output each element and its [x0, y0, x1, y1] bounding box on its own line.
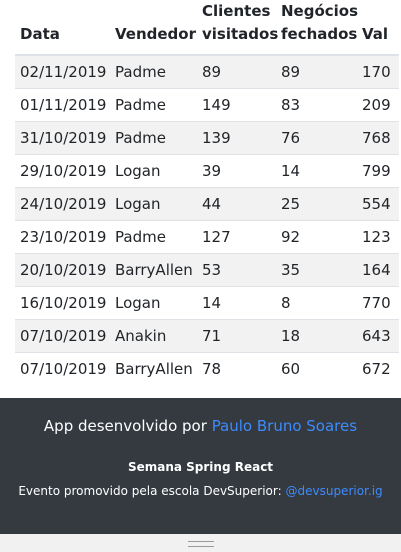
- column-header-seller: Vendedor: [110, 0, 197, 56]
- cell-deals: 76: [276, 120, 357, 154]
- cell-amount: 770: [357, 285, 401, 319]
- cell-deals: 25: [276, 186, 357, 220]
- cell-date: 01/11/2019: [15, 87, 110, 121]
- table-row: 16/10/2019 Logan 14 8 770: [15, 285, 401, 319]
- footer-credit-text: App desenvolvido por: [43, 417, 207, 435]
- cell-seller: BarryAllen: [110, 252, 197, 286]
- cell-seller: Logan: [110, 186, 197, 220]
- cell-deals: 60: [276, 351, 357, 385]
- footer-event-title: Semana Spring React: [127, 460, 274, 474]
- column-header-visited: Clientes visitados: [197, 0, 278, 56]
- cell-amount: 672: [357, 351, 401, 385]
- cell-visited: 71: [197, 318, 276, 352]
- cell-deals: 18: [276, 318, 357, 352]
- cell-date: 07/10/2019: [15, 318, 110, 352]
- table-row: 31/10/2019 Padme 139 76 768: [15, 120, 401, 154]
- cell-visited: 14: [197, 285, 276, 319]
- cell-visited: 127: [197, 219, 276, 253]
- author-link[interactable]: Paulo Bruno Soares: [211, 417, 358, 435]
- table-header-row: Data Vendedor Clientes visitados Negócios…: [15, 0, 401, 56]
- table-row: 02/11/2019 Padme 89 89 170: [15, 54, 401, 88]
- cell-seller: Padme: [110, 219, 197, 253]
- cell-amount: 209: [357, 87, 401, 121]
- instagram-link[interactable]: @devsuperior.ig: [285, 484, 383, 498]
- footer-credit: App desenvolvido por Paulo Bruno Soares: [0, 417, 401, 435]
- cell-deals: 35: [276, 252, 357, 286]
- table-row: 29/10/2019 Logan 39 14 799: [15, 153, 401, 187]
- footer-promo-text: Evento promovido pela escola DevSuperior…: [18, 484, 282, 498]
- cell-date: 24/10/2019: [15, 186, 110, 220]
- column-header-deals: Negócios fechados: [276, 0, 358, 56]
- cell-visited: 53: [197, 252, 276, 286]
- cell-seller: Padme: [110, 54, 197, 88]
- cell-amount: 123: [357, 219, 401, 253]
- cell-date: 02/11/2019: [15, 54, 110, 88]
- cell-deals: 83: [276, 87, 357, 121]
- viewport-edge: [399, 0, 401, 398]
- cell-seller: Logan: [110, 153, 197, 187]
- cell-deals: 92: [276, 219, 357, 253]
- sales-table: Data Vendedor Clientes visitados Negócios…: [15, 0, 401, 385]
- cell-deals: 89: [276, 54, 357, 88]
- site-footer: App desenvolvido por Paulo Bruno Soares …: [0, 398, 401, 534]
- cell-date: 31/10/2019: [15, 120, 110, 154]
- cell-amount: 170: [357, 54, 401, 88]
- cell-amount: 164: [357, 252, 401, 286]
- cell-date: 29/10/2019: [15, 153, 110, 187]
- cell-visited: 44: [197, 186, 276, 220]
- cell-seller: Padme: [110, 120, 197, 154]
- cell-date: 20/10/2019: [15, 252, 110, 286]
- cell-amount: 799: [357, 153, 401, 187]
- table-row: 07/10/2019 BarryAllen 78 60 672: [15, 351, 401, 385]
- table-row: 23/10/2019 Padme 127 92 123: [15, 219, 401, 253]
- cell-visited: 89: [197, 54, 276, 88]
- drag-handle-icon[interactable]: [188, 541, 214, 547]
- cell-seller: Logan: [110, 285, 197, 319]
- table-row: 24/10/2019 Logan 44 25 554: [15, 186, 401, 220]
- cell-visited: 139: [197, 120, 276, 154]
- cell-visited: 149: [197, 87, 276, 121]
- cell-deals: 14: [276, 153, 357, 187]
- cell-amount: 643: [357, 318, 401, 352]
- cell-amount: 768: [357, 120, 401, 154]
- cell-amount: 554: [357, 186, 401, 220]
- table-row: 20/10/2019 BarryAllen 53 35 164: [15, 252, 401, 286]
- cell-deals: 8: [276, 285, 357, 319]
- cell-seller: Padme: [110, 87, 197, 121]
- cell-seller: BarryAllen: [110, 351, 197, 385]
- cell-visited: 78: [197, 351, 276, 385]
- cell-seller: Anakin: [110, 318, 197, 352]
- sales-table-container: Data Vendedor Clientes visitados Negócios…: [15, 0, 401, 385]
- table-row: 01/11/2019 Padme 149 83 209: [15, 87, 401, 121]
- cell-date: 16/10/2019: [15, 285, 110, 319]
- table-row: 07/10/2019 Anakin 71 18 643: [15, 318, 401, 352]
- column-header-date: Data: [15, 0, 110, 56]
- cell-date: 07/10/2019: [15, 351, 110, 385]
- bottom-bar: [0, 534, 401, 552]
- footer-promo: Evento promovido pela escola DevSuperior…: [0, 484, 401, 498]
- cell-date: 23/10/2019: [15, 219, 110, 253]
- column-header-amount: Val: [357, 0, 401, 56]
- cell-visited: 39: [197, 153, 276, 187]
